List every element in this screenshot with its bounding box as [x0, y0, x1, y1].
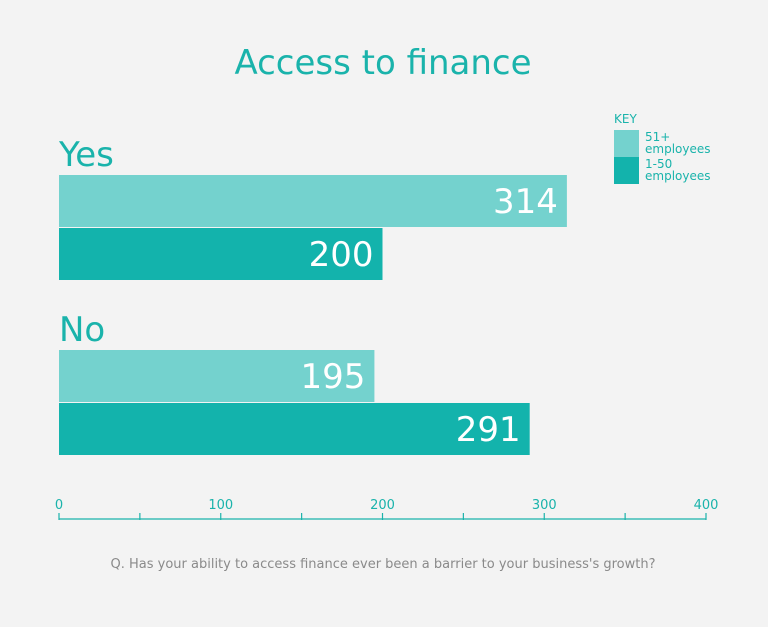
bar-yes-series-2	[59, 228, 383, 280]
bar-value-label: 200	[309, 235, 374, 275]
legend-swatch-2	[614, 157, 639, 184]
bars-group: Yes 314 200 No 195 291	[58, 135, 567, 455]
x-tick-label: 200	[370, 498, 395, 513]
bar-value-label: 314	[493, 182, 558, 222]
bar-yes-series-1	[59, 175, 567, 227]
x-tick-label: 100	[208, 498, 233, 513]
legend-label-line: employees	[645, 142, 710, 156]
category-label-yes: Yes	[58, 135, 114, 175]
legend-title: KEY	[614, 112, 637, 126]
x-tick-label: 400	[694, 498, 719, 513]
chart-title: Access to finance	[234, 43, 531, 83]
x-tick-label: 300	[532, 498, 557, 513]
legend-label-line: 51+	[645, 130, 670, 144]
bar-value-label: 291	[456, 410, 521, 450]
legend-swatch-1	[614, 130, 639, 157]
legend-label-line: employees	[645, 169, 710, 183]
legend-label-line: 1-50	[645, 157, 672, 171]
x-axis: 0 100 200 300 400	[55, 498, 719, 520]
bar-no-series-1	[59, 350, 375, 402]
bar-value-label: 195	[301, 357, 366, 397]
question-footnote: Q. Has your ability to access finance ev…	[111, 557, 656, 572]
bar-no-series-2	[59, 403, 530, 455]
x-tick-label: 0	[55, 498, 63, 513]
category-label-no: No	[59, 310, 105, 350]
